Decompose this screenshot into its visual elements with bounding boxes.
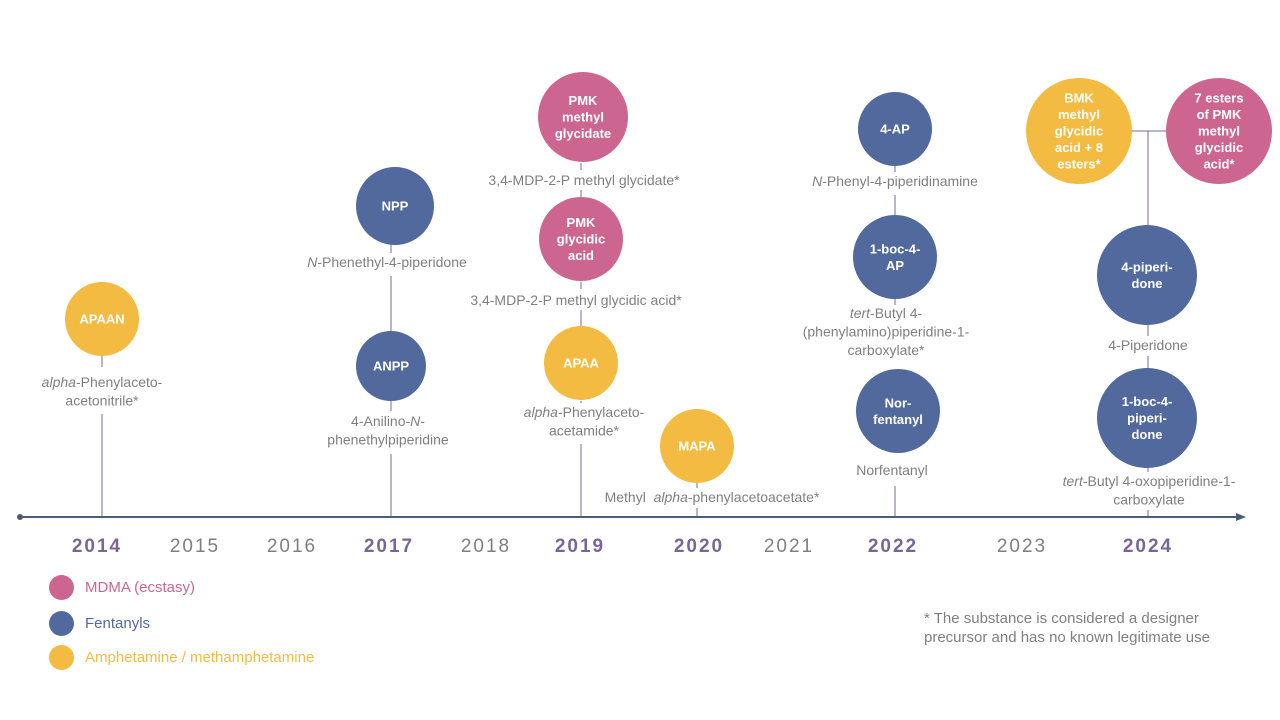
- node-npp: NPP: [356, 167, 434, 245]
- node-circle: [538, 72, 628, 162]
- legend-dot-fentanyls: [49, 610, 74, 636]
- node-circle: [1097, 225, 1197, 325]
- node-label: APAA: [563, 356, 599, 371]
- timeline-axis: [17, 513, 1246, 521]
- caption-pmk-glycidic-acid: 3,4-MDP-2-P methyl glycidic acid*: [470, 292, 682, 308]
- node-pmk-methyl-glycidate: PMK methyl glycidate: [538, 72, 628, 162]
- node-circle: [65, 282, 139, 356]
- axis-arrow-icon: [1236, 513, 1246, 521]
- node-circle: [544, 326, 618, 400]
- caption-anpp: 4-Anilino-N-phenethylpiperidine: [327, 413, 449, 448]
- legend-item-fentanyls: Fentanyls: [49, 610, 150, 636]
- year-label-2016: 2016: [267, 536, 317, 557]
- node-circle: [356, 331, 426, 401]
- node-mapa: MAPA: [660, 409, 734, 483]
- caption-apaa: alpha-Phenylaceto-acetamide*: [524, 404, 645, 439]
- legend-dot-mdma: [49, 574, 74, 600]
- node-circle: [1097, 368, 1197, 468]
- node-label: 4-piperi-done: [1121, 259, 1172, 291]
- node-pmk-glycidic-acid: PMK glycidic acid: [539, 197, 623, 281]
- node-pmk-esters: 7 esters of PMK methyl glycidic acid*: [1166, 78, 1272, 184]
- node-circle: [856, 369, 940, 453]
- node-apaa: APAA: [544, 326, 618, 400]
- node-circle: [1166, 78, 1272, 184]
- year-label-2019: 2019: [555, 536, 605, 557]
- caption-1-boc-4-piperidone: tert-Butyl 4-oxopiperidine-1-carboxylate: [1063, 473, 1236, 508]
- node-label: MAPA: [678, 439, 716, 454]
- year-label-2015: 2015: [170, 536, 220, 557]
- legend-dot-amphetamine: [49, 644, 74, 670]
- node-circle: [539, 197, 623, 281]
- node-circle: [356, 167, 434, 245]
- node-4-ap: 4-AP: [858, 92, 932, 166]
- substance-captions: alpha-Phenylaceto-acetonitrile* N-Pheneth…: [42, 172, 1236, 508]
- node-circle: [660, 409, 734, 483]
- year-label-2021: 2021: [764, 536, 814, 557]
- node-label: 7 esters of PMK methyl glycidic acid*: [1194, 91, 1243, 172]
- axis-start-dot: [17, 514, 23, 520]
- year-labels: 2014 2015 2016 2017 2018 2019 2020 2021 2022 2023…: [72, 536, 1173, 557]
- legend-item-amphetamine: Amphetamine / methamphetamine: [49, 644, 314, 670]
- node-label: 4-AP: [880, 122, 910, 137]
- node-label: Nor-fentanyl: [873, 395, 923, 427]
- caption-apaan: alpha-Phenylaceto-acetonitrile*: [42, 374, 163, 409]
- year-label-2023: 2023: [997, 536, 1047, 557]
- node-label: APAAN: [79, 312, 124, 327]
- year-label-2014: 2014: [72, 536, 122, 557]
- legend-item-mdma: MDMA (ecstasy): [49, 574, 195, 600]
- node-1-boc-4-piperidone: 1-boc-4-piperi-done: [1097, 368, 1197, 468]
- legend-label-mdma: MDMA (ecstasy): [85, 578, 196, 596]
- node-label: PMK glycidic acid: [557, 215, 605, 263]
- legend-label-fentanyls: Fentanyls: [85, 614, 151, 632]
- year-label-2017: 2017: [364, 536, 414, 557]
- node-apaan: APAAN: [65, 282, 139, 356]
- caption-pmk-methyl-glycidate: 3,4-MDP-2-P methyl glycidate*: [488, 172, 680, 188]
- node-label: NPP: [382, 199, 409, 214]
- node-circle: [858, 92, 932, 166]
- year-label-2022: 2022: [868, 536, 918, 557]
- node-circle: [1026, 78, 1132, 184]
- node-anpp: ANPP: [356, 331, 426, 401]
- node-4-piperidone: 4-piperi-done: [1097, 225, 1197, 325]
- node-1-boc-4-ap: 1-boc-4-AP: [853, 215, 937, 299]
- year-label-2018: 2018: [461, 536, 511, 557]
- node-label: ANPP: [373, 359, 409, 374]
- caption-mapa: Methyl alpha-phenylacetoacetate*: [605, 489, 820, 505]
- year-label-2024: 2024: [1123, 536, 1173, 557]
- footnote: * The substance is considered a designer…: [924, 610, 1210, 646]
- caption-4-ap: N-Phenyl-4-piperidinamine: [812, 173, 978, 189]
- node-label: 1-boc-4-AP: [870, 241, 921, 273]
- legend-label-amphetamine: Amphetamine / methamphetamine: [85, 648, 315, 666]
- caption-npp: N-Phenethyl-4-piperidone: [307, 254, 467, 270]
- node-bmk-methyl-glycidic-acid: BMK methyl glycidic acid + 8 esters*: [1026, 78, 1132, 184]
- node-label: 1-boc-4-piperi-done: [1122, 394, 1173, 442]
- caption-1-boc-4-ap: tert-Butyl 4-(phenylamino)piperidine-1-c…: [803, 305, 970, 358]
- year-label-2020: 2020: [674, 536, 724, 557]
- node-circle: [853, 215, 937, 299]
- connector-lines: [101, 130, 1167, 517]
- node-norfentanyl: Nor-fentanyl: [856, 369, 940, 453]
- caption-norfentanyl: Norfentanyl: [856, 462, 928, 478]
- node-label: BMK methyl glycidic acid + 8 esters*: [1055, 91, 1103, 172]
- substance-nodes: APAAN NPP ANPP PMK methyl glycidate PMK glycidi…: [65, 72, 1272, 483]
- node-label: PMK methyl glycidate: [555, 93, 611, 141]
- caption-4-piperidone: 4-Piperidone: [1108, 337, 1188, 353]
